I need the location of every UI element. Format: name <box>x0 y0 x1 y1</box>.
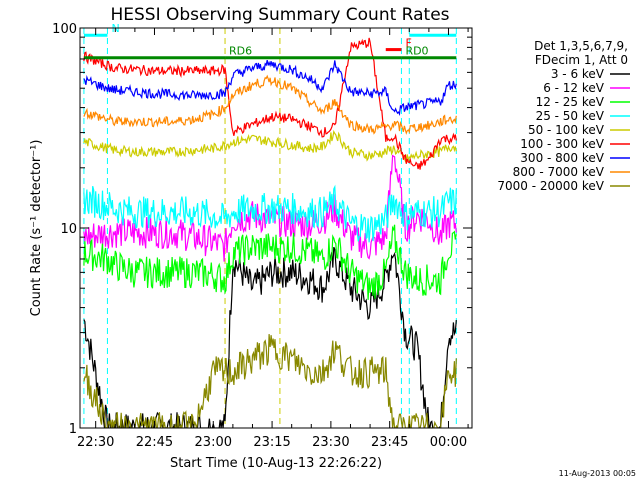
legend-label-8: 7000 - 20000 keV <box>497 179 604 193</box>
x-tick-label-4: 23:30 <box>312 435 349 450</box>
y-tick-label-2: 100 <box>52 22 77 37</box>
y-axis: 1 10 100 <box>52 22 472 437</box>
annotations: NRD6RD0F <box>83 22 457 60</box>
legend-header-1: FDecim 1, Att 0 <box>535 53 628 67</box>
x-axis-label: Start Time (10-Aug-13 22:26:22) <box>170 456 382 471</box>
series-lines <box>83 37 457 428</box>
series-line-2 <box>83 224 457 300</box>
footer-timestamp: 11-Aug-2013 00:05 <box>559 469 636 478</box>
legend-label-7: 800 - 7000 keV <box>513 165 605 179</box>
series-line-3 <box>83 184 457 243</box>
annotation-label-1: RD6 <box>229 45 252 58</box>
y-tick-label-0: 1 <box>69 422 77 437</box>
x-tick-label-1: 22:45 <box>136 435 173 450</box>
x-tick-label-5: 23:45 <box>371 435 408 450</box>
x-tick-label-0: 22:30 <box>77 435 114 450</box>
series-line-7 <box>83 74 457 135</box>
chart-title: HESSI Observing Summary Count Rates <box>110 5 449 25</box>
legend-label-2: 12 - 25 keV <box>536 95 605 109</box>
series-line-8 <box>83 334 457 428</box>
series-line-5 <box>83 37 457 170</box>
legend-label-3: 25 - 50 keV <box>536 109 605 123</box>
x-tick-label-2: 23:00 <box>195 435 232 450</box>
legend-label-1: 6 - 12 keV <box>543 81 605 95</box>
legend-label-6: 300 - 800 keV <box>520 151 604 165</box>
legend-label-5: 100 - 300 keV <box>520 137 604 151</box>
series-line-6 <box>83 59 457 116</box>
legend-label-0: 3 - 6 keV <box>551 67 605 81</box>
x-axis: 22:30 22:45 23:00 23:15 23:30 23:45 00:00 <box>77 28 469 450</box>
x-tick-label-6: 00:00 <box>430 435 467 450</box>
y-tick-label-1: 10 <box>60 222 77 237</box>
annotation-label-2: RD0 <box>405 45 428 58</box>
series-line-4 <box>83 129 457 163</box>
plot-area: NRD6RD0F <box>83 22 457 428</box>
series-line-0 <box>83 246 457 428</box>
legend: Det 1,3,5,6,7,9,FDecim 1, Att 03 - 6 keV… <box>497 39 630 193</box>
legend-label-4: 50 - 100 keV <box>528 123 605 137</box>
x-tick-label-3: 23:15 <box>253 435 290 450</box>
annotation-label-3: F <box>405 37 411 50</box>
y-axis-label: Count Rate (s⁻¹ detector⁻¹) <box>29 140 44 317</box>
legend-header-0: Det 1,3,5,6,7,9, <box>534 39 628 53</box>
